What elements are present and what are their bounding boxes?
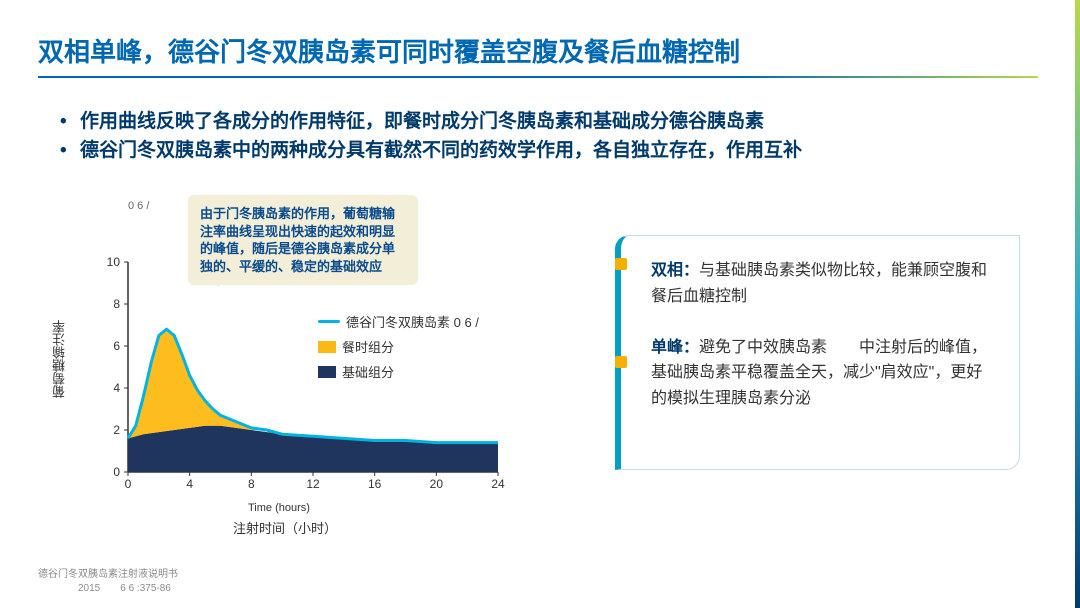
svg-text:4: 4 <box>113 381 120 395</box>
svg-text:20: 20 <box>430 477 444 491</box>
title-underline <box>38 76 1038 78</box>
decorative-gradient <box>1075 0 1080 608</box>
chart-top-label: 0 6 / <box>128 200 149 212</box>
x-axis-label-cn: 注射时间（小时） <box>233 518 337 537</box>
footer-line-2: 2015 6 6 :375-86 <box>38 582 178 596</box>
box-marker-icon <box>615 258 627 270</box>
chart-legend: 德谷门冬双胰岛素 0 6 / 餐时组分 基础组分 <box>318 312 479 387</box>
legend-prandial-label: 餐时组分 <box>342 337 394 356</box>
legend-line-swatch <box>318 320 340 323</box>
svg-text:0: 0 <box>125 477 132 491</box>
legend-row-basal: 基础组分 <box>318 362 479 381</box>
p1-lead: 双相： <box>651 262 699 279</box>
x-axis-label-en: Time (hours) <box>248 502 310 514</box>
slide-title: 双相单峰，德谷门冬双胰岛素可同时覆盖空腹及餐后血糖控制 <box>38 32 1040 69</box>
bullet-list: 作用曲线反映了各成分的作用特征，即餐时成分门冬胰岛素和基础成分德谷胰岛素 德谷门… <box>60 108 1020 165</box>
footer-citation: 德谷门冬双胰岛素注射液说明书 2015 6 6 :375-86 <box>38 568 178 596</box>
slide: 双相单峰，德谷门冬双胰岛素可同时覆盖空腹及餐后血糖控制 作用曲线反映了各成分的作… <box>0 0 1080 608</box>
legend-row-line: 德谷门冬双胰岛素 0 6 / <box>318 312 479 331</box>
bullet-item: 德谷门冬双胰岛素中的两种成分具有截然不同的药效学作用，各自独立存在，作用互补 <box>60 137 1020 166</box>
legend-line-label: 德谷门冬双胰岛素 0 6 / <box>346 312 479 331</box>
p2-text: 避免了中效胰岛素 中注射后的峰值，基础胰岛素平稳覆盖全天，减少"肩效应"，更好的… <box>651 339 987 407</box>
chart-container: 0 6 / 由于门冬胰岛素的作用，葡萄糖输注率曲线呈现出快速的起效和明显的峰值，… <box>38 200 538 540</box>
p2-lead: 单峰： <box>651 339 699 356</box>
svg-text:4: 4 <box>186 477 193 491</box>
svg-text:0: 0 <box>113 465 120 479</box>
info-paragraph-1: 双相：与基础胰岛素类似物比较，能兼顾空腹和餐后血糖控制 <box>651 258 995 309</box>
svg-text:10: 10 <box>107 255 121 269</box>
legend-basal-swatch <box>318 366 336 378</box>
box-marker-icon <box>615 356 627 368</box>
legend-prandial-swatch <box>318 341 336 353</box>
y-axis-label: 葡萄糖输注率 <box>50 320 64 398</box>
info-paragraph-2: 单峰：避免了中效胰岛素 中注射后的峰值，基础胰岛素平稳覆盖全天，减少"肩效应"，… <box>651 335 995 412</box>
legend-basal-label: 基础组分 <box>342 362 394 381</box>
svg-text:12: 12 <box>306 477 320 491</box>
p1-text: 与基础胰岛素类似物比较，能兼顾空腹和餐后血糖控制 <box>651 262 987 305</box>
info-box: 双相：与基础胰岛素类似物比较，能兼顾空腹和餐后血糖控制 单峰：避免了中效胰岛素 … <box>615 235 1020 470</box>
svg-text:8: 8 <box>248 477 255 491</box>
svg-text:6: 6 <box>113 339 120 353</box>
legend-row-prandial: 餐时组分 <box>318 337 479 356</box>
svg-text:16: 16 <box>368 477 382 491</box>
footer-line-1: 德谷门冬双胰岛素注射液说明书 <box>38 568 178 582</box>
svg-text:2: 2 <box>113 423 120 437</box>
bullet-item: 作用曲线反映了各成分的作用特征，即餐时成分门冬胰岛素和基础成分德谷胰岛素 <box>60 108 1020 137</box>
svg-text:24: 24 <box>491 477 505 491</box>
svg-text:8: 8 <box>113 297 120 311</box>
